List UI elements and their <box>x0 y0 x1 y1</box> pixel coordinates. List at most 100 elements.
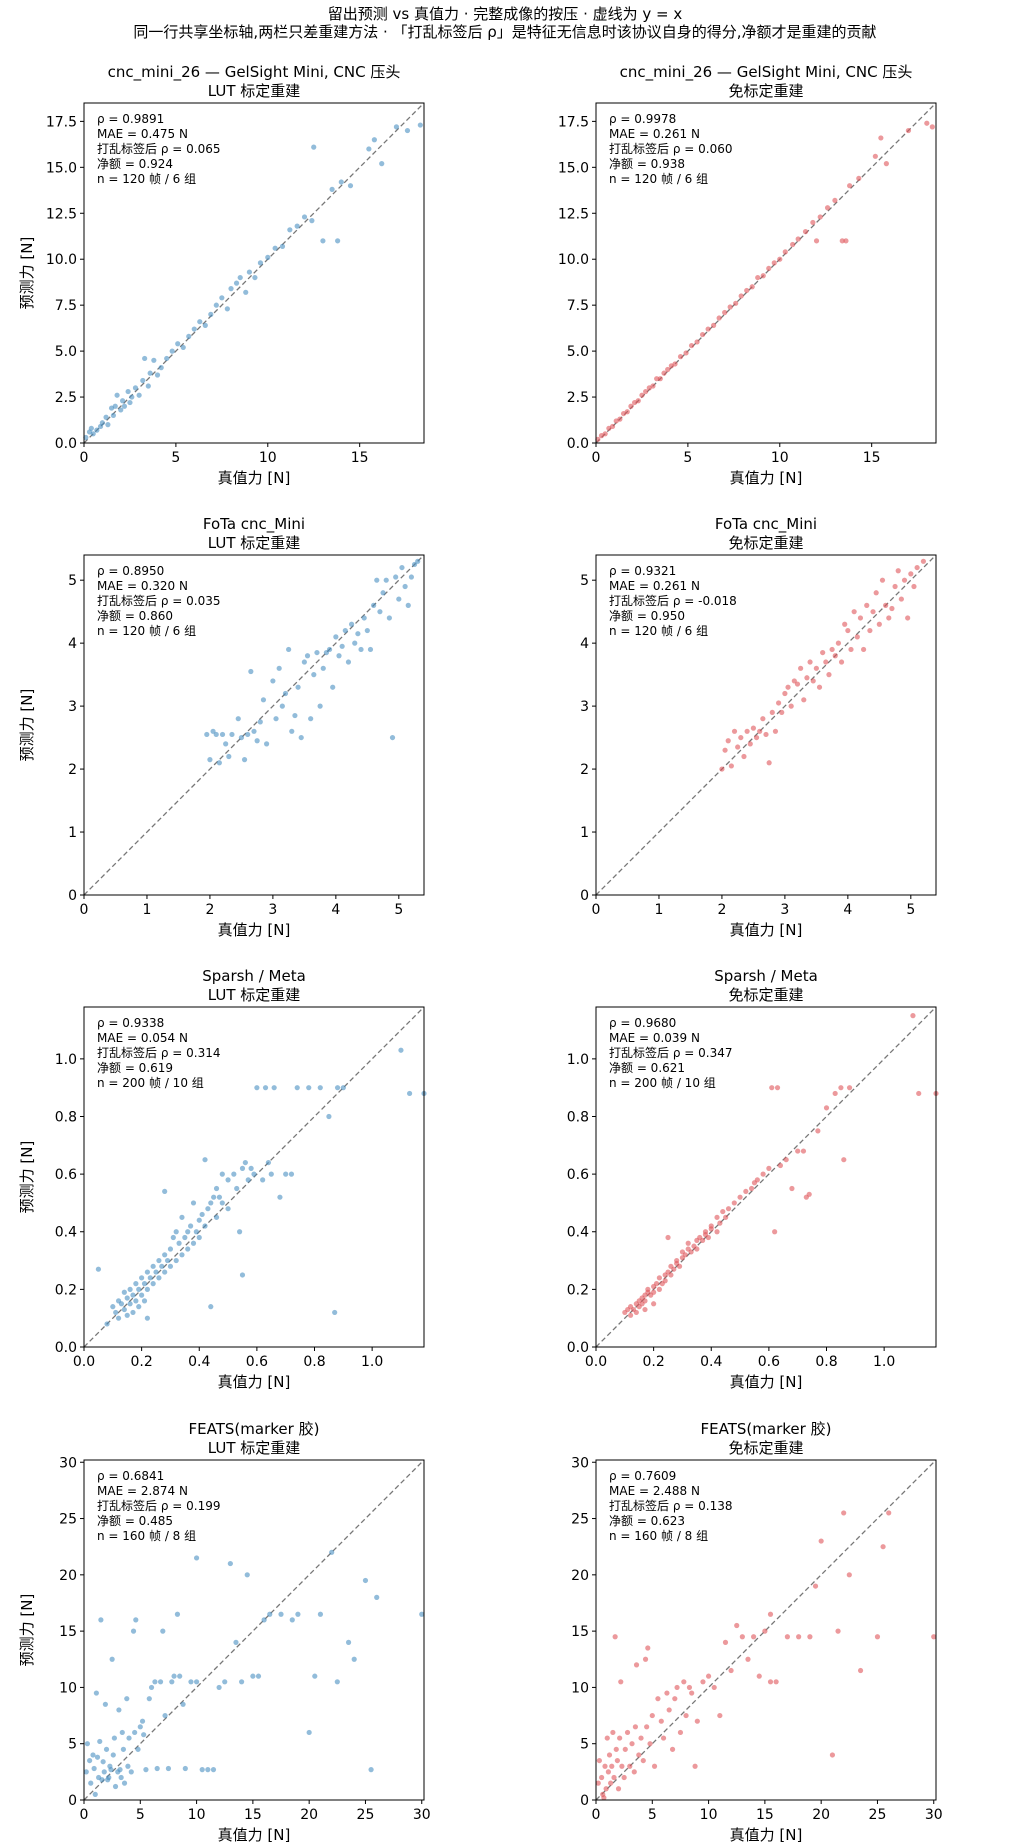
data-point <box>358 646 364 653</box>
data-point <box>751 1634 757 1640</box>
y-tick-label: 7.5 <box>567 298 589 314</box>
data-point <box>152 1679 158 1685</box>
panel-title: FoTa cnc_Mini <box>715 515 817 534</box>
y-tick-label: 1.0 <box>55 1052 77 1068</box>
data-point <box>156 1257 162 1264</box>
y-tick-label: 0 <box>68 888 77 904</box>
data-point <box>665 366 671 373</box>
x-tick-label: 10 <box>700 1807 718 1823</box>
data-point <box>164 1257 171 1264</box>
stat-line: n = 200 帧 / 10 组 <box>97 1076 204 1090</box>
data-point <box>279 243 286 249</box>
data-point <box>278 1611 284 1617</box>
data-point <box>399 564 405 571</box>
data-point <box>824 205 831 211</box>
data-point <box>252 274 258 281</box>
y-tick-label: 5 <box>68 573 77 589</box>
data-point <box>306 1085 312 1091</box>
stat-line: n = 160 帧 / 8 组 <box>97 1529 196 1543</box>
data-point <box>749 284 755 290</box>
data-point <box>180 344 186 351</box>
data-point <box>180 1701 186 1707</box>
data-point <box>846 1085 853 1091</box>
data-point <box>162 1269 168 1275</box>
y-tick-label: 0.6 <box>567 1167 589 1183</box>
stat-line: n = 200 帧 / 10 组 <box>609 1076 716 1090</box>
panel-subtitle: LUT 标定重建 <box>208 82 301 100</box>
stat-line: 打乱标签后 ρ = 0.347 <box>609 1045 732 1060</box>
y-tick-label: 0 <box>580 888 589 904</box>
data-point <box>271 1085 277 1091</box>
data-point <box>156 1275 162 1281</box>
data-point <box>750 725 757 731</box>
data-point <box>186 333 192 340</box>
data-point <box>164 355 170 362</box>
data-point <box>276 665 282 671</box>
data-point <box>130 1628 137 1634</box>
data-point <box>705 1673 712 1679</box>
data-point <box>632 1724 639 1730</box>
data-point <box>820 649 826 656</box>
data-point <box>411 561 418 568</box>
stat-line: n = 120 帧 / 6 组 <box>97 624 196 638</box>
data-point <box>199 1767 205 1773</box>
data-point <box>835 1628 841 1634</box>
data-point <box>669 1746 676 1752</box>
x-tick-label: 2 <box>205 902 214 918</box>
data-point <box>832 197 838 204</box>
data-point <box>306 1729 312 1736</box>
data-point <box>345 659 352 665</box>
data-point <box>782 690 788 697</box>
data-point <box>227 1560 233 1567</box>
data-point <box>845 627 851 634</box>
data-point <box>794 681 801 687</box>
data-point <box>371 137 377 143</box>
data-point <box>898 596 904 602</box>
panel-subtitle: LUT 标定重建 <box>208 534 301 552</box>
data-point <box>265 254 271 260</box>
stat-line: MAE = 0.261 N <box>609 579 700 593</box>
data-point <box>112 1783 119 1790</box>
data-point <box>362 1577 369 1584</box>
data-point <box>901 577 908 583</box>
data-point <box>760 273 766 279</box>
data-point <box>692 1763 698 1769</box>
x-tick-label: 5 <box>136 1807 145 1823</box>
data-point <box>604 1735 610 1741</box>
data-point <box>208 1200 214 1206</box>
data-point <box>860 646 867 653</box>
data-point <box>627 1763 633 1769</box>
data-point <box>243 289 249 295</box>
x-tick-label: 30 <box>925 1807 943 1823</box>
data-point <box>631 1769 637 1775</box>
data-point <box>112 403 118 409</box>
data-point <box>99 1777 105 1783</box>
y-tick-label: 5.0 <box>55 344 77 360</box>
data-point <box>110 1752 116 1758</box>
data-point <box>658 1718 664 1724</box>
y-axis-label: 预测力 [N] <box>18 689 36 762</box>
data-point <box>854 634 860 640</box>
data-point <box>889 605 895 612</box>
data-point <box>622 1746 628 1752</box>
data-point <box>213 1185 220 1192</box>
data-point <box>244 1572 250 1578</box>
data-point <box>914 564 920 571</box>
data-point <box>699 331 706 338</box>
x-tick-label: 0 <box>80 450 89 466</box>
x-tick-label: 5 <box>683 450 692 466</box>
data-point <box>197 319 203 325</box>
data-point <box>716 315 722 321</box>
data-point <box>182 1765 188 1772</box>
y-tick-label: 20 <box>59 1568 77 1584</box>
data-point <box>254 1085 260 1091</box>
data-point <box>656 1275 662 1281</box>
data-point <box>97 1738 103 1745</box>
data-point <box>371 602 377 608</box>
data-point <box>760 716 766 722</box>
data-point <box>242 1159 248 1166</box>
data-point <box>245 1177 251 1183</box>
data-point <box>714 1229 720 1235</box>
data-point <box>311 144 317 150</box>
stat-line: MAE = 0.320 N <box>97 579 188 593</box>
